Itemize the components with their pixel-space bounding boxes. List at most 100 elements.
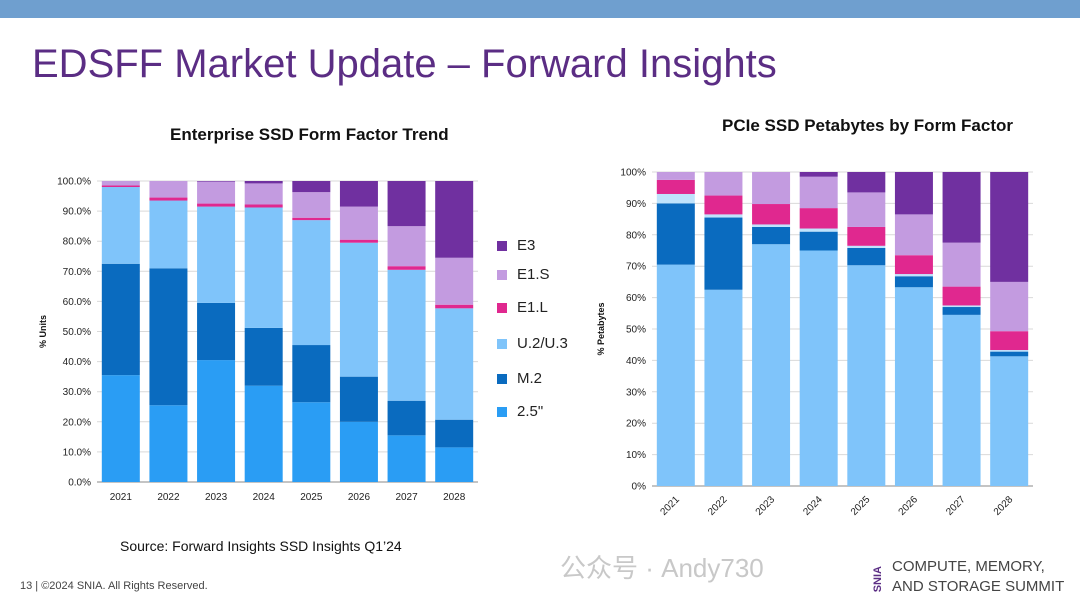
legend-swatch (497, 269, 507, 280)
x-tick-label: 2026 (897, 494, 921, 518)
y-tick-label: 90% (626, 199, 646, 210)
bar-segment (990, 172, 1029, 282)
bar-segment (990, 351, 1029, 357)
y-tick-label: 50.0% (63, 327, 91, 338)
x-tick-label: 2021 (658, 494, 682, 518)
bar-segment (197, 206, 236, 303)
y-axis-label: % Units (38, 315, 48, 348)
bar-segment (244, 204, 283, 208)
bar-segment (894, 172, 933, 215)
bar-segment (894, 255, 933, 275)
bar-segment (704, 214, 743, 218)
bar-segment (990, 281, 1029, 332)
y-tick-label: 100% (620, 168, 646, 179)
y-tick-label: 90.0% (63, 207, 91, 218)
bar-segment (101, 375, 140, 482)
bar-segment (149, 405, 188, 482)
summit-logo: SNIA COMPUTE, MEMORY, AND STORAGE SUMMIT (872, 556, 1072, 600)
y-tick-label: 10.0% (63, 447, 91, 458)
bar-segment (387, 269, 426, 401)
bar-segment (656, 193, 695, 204)
legend-item: E3 (497, 237, 535, 254)
y-tick-label: 40% (626, 356, 646, 367)
logo-line-2: AND STORAGE SUMMIT (892, 578, 1065, 595)
bar-segment (292, 220, 331, 346)
legend-item: E1.L (497, 299, 548, 316)
bar-segment (149, 268, 188, 406)
bar-segment (894, 276, 933, 288)
slide-title: EDSFF Market Update – Forward Insights (32, 42, 777, 86)
bar-segment (942, 242, 981, 287)
legend-label: E1.S (517, 266, 550, 283)
bar-segment (752, 204, 791, 225)
bar-segment (387, 266, 426, 270)
legend-label: E1.L (517, 299, 548, 316)
legend-label: M.2 (517, 370, 543, 387)
bar-segment (244, 181, 283, 184)
bar-segment (197, 181, 236, 204)
bar-segment (101, 187, 140, 264)
watermark: 公众号 · Andy730 (560, 553, 764, 583)
bar-segment (387, 181, 426, 227)
bar-segment (942, 307, 981, 315)
x-tick-label: 2023 (754, 494, 778, 518)
legend-swatch (497, 338, 507, 349)
y-tick-label: 80.0% (63, 237, 91, 248)
legend-item: M.2 (497, 370, 542, 387)
bar-segment (339, 206, 378, 240)
bar-segment (942, 314, 981, 486)
bar-segment (894, 214, 933, 256)
bar-segment (656, 264, 695, 486)
bar-segment (149, 181, 188, 198)
y-tick-label: 0.0% (68, 478, 91, 489)
y-tick-label: 30.0% (63, 387, 91, 398)
bar-segment (847, 247, 886, 266)
bar-segment (704, 289, 743, 486)
top-bar (0, 0, 1080, 18)
bar-segment (799, 228, 838, 232)
bar-segment (339, 181, 378, 207)
bar-segment (292, 345, 331, 403)
bar-segment (387, 226, 426, 267)
bar-segment (799, 208, 838, 229)
bar-segment (101, 185, 140, 188)
bar-segment (244, 385, 283, 482)
bar-segment (847, 172, 886, 193)
x-tick-label: 2026 (348, 492, 371, 503)
bar-segment (847, 192, 886, 227)
snia-logo-mark: SNIA (872, 566, 884, 593)
y-tick-label: 100.0% (57, 177, 91, 188)
y-tick-label: 80% (626, 230, 646, 241)
legend-item: U.2/U.3 (497, 335, 568, 352)
x-tick-label: 2027 (944, 494, 968, 518)
x-tick-label: 2022 (157, 492, 180, 503)
x-tick-label: 2021 (110, 492, 133, 503)
x-tick-label: 2024 (801, 494, 825, 518)
bar-segment (244, 327, 283, 386)
bar-segment (435, 304, 474, 309)
bar-segment (752, 244, 791, 486)
legend-swatch (497, 373, 507, 384)
y-tick-label: 20.0% (63, 417, 91, 428)
legend-label: 2.5" (517, 403, 544, 420)
bar-segment (799, 172, 838, 177)
bar-segment (101, 181, 140, 186)
bar-segment (244, 207, 283, 328)
y-tick-label: 60% (626, 293, 646, 304)
bar-segment (387, 400, 426, 436)
bar-segment (752, 224, 791, 227)
bar-segment (197, 302, 236, 361)
bar-segment (149, 197, 188, 201)
bar-segment (752, 172, 791, 205)
bar-segment (704, 172, 743, 196)
bar-segment (656, 203, 695, 265)
bar-segment (435, 308, 474, 420)
bar-segment (101, 263, 140, 376)
footer-copyright: 13 | ©2024 SNIA. All Rights Reserved. (20, 580, 208, 592)
bar-segment (197, 203, 236, 207)
bar-segment (942, 172, 981, 243)
bar-segment (197, 360, 236, 482)
bar-segment (704, 195, 743, 215)
legend-label: E3 (517, 237, 536, 254)
y-tick-label: 10% (626, 450, 646, 461)
